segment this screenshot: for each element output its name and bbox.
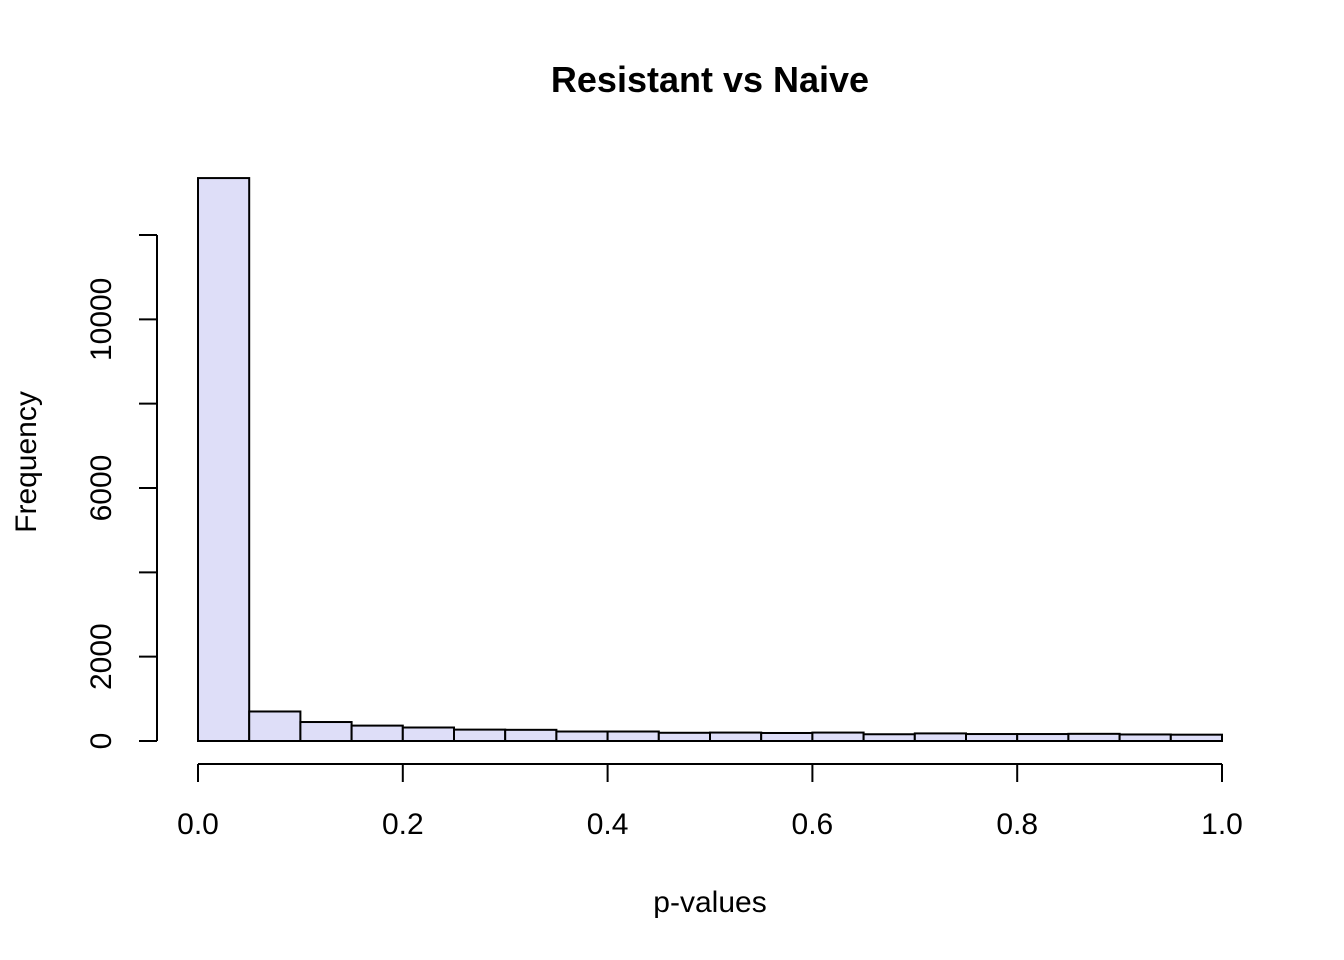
x-tick-label: 0.4 bbox=[587, 808, 629, 841]
y-axis: 0 2000 6000 10000 bbox=[85, 234, 158, 750]
y-tick-label: 10000 bbox=[85, 278, 118, 361]
y-axis-label: Frequency bbox=[10, 391, 43, 533]
histogram-bar bbox=[862, 733, 916, 743]
histogram-bar bbox=[965, 733, 1019, 742]
y-tick-label: 6000 bbox=[85, 455, 118, 522]
y-tick-label: 0 bbox=[85, 733, 118, 750]
x-tick-label: 0.8 bbox=[996, 808, 1038, 841]
x-tick-label: 0.2 bbox=[382, 808, 424, 841]
histogram-bar bbox=[657, 731, 711, 743]
histogram-bar bbox=[709, 731, 763, 742]
histogram-bar bbox=[913, 732, 967, 742]
histogram-bar bbox=[197, 177, 251, 742]
histogram-bar bbox=[606, 730, 660, 743]
histogram-bar bbox=[401, 726, 455, 742]
histogram-bar bbox=[1169, 733, 1224, 742]
x-axis: 0.0 0.2 0.4 0.6 0.8 1.0 bbox=[177, 763, 1243, 841]
x-tick-label: 1.0 bbox=[1201, 808, 1243, 841]
histogram-bar bbox=[1067, 732, 1121, 742]
histogram-bar bbox=[811, 731, 865, 742]
histogram-bar bbox=[555, 730, 609, 743]
histogram-bar bbox=[350, 724, 404, 743]
y-tick-label: 2000 bbox=[85, 623, 118, 690]
histogram-bar bbox=[1016, 733, 1070, 742]
histogram-bars bbox=[197, 177, 1224, 743]
histogram-bar bbox=[760, 731, 814, 743]
x-tick-label: 0.6 bbox=[792, 808, 834, 841]
histogram-bar bbox=[504, 728, 558, 742]
histogram-bar bbox=[248, 710, 302, 743]
x-tick-label: 0.0 bbox=[177, 808, 219, 841]
histogram-bar bbox=[299, 721, 353, 743]
x-axis-label: p-values bbox=[653, 886, 766, 919]
histogram-bar bbox=[453, 728, 507, 742]
chart-title: Resistant vs Naive bbox=[551, 59, 869, 100]
histogram-bar bbox=[1118, 733, 1172, 743]
